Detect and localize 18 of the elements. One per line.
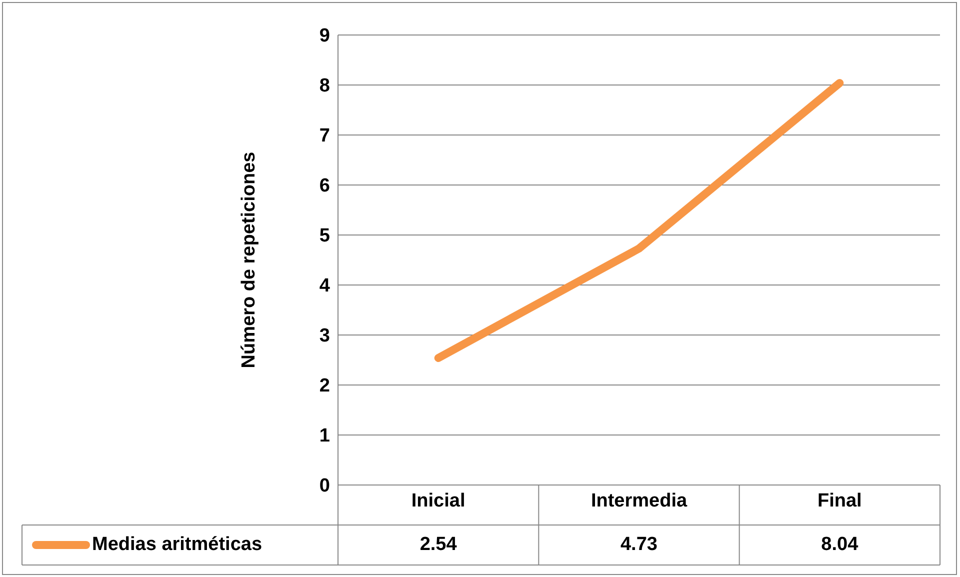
data-label: 4.73 [619,533,658,557]
y-tick-label: 0 [319,476,330,497]
y-tick-label: 5 [319,226,330,247]
y-tick-label: 3 [319,326,330,347]
y-tick-label: 6 [319,176,330,197]
data-label: 8.04 [820,533,860,557]
data-label: 2.54 [418,533,458,557]
y-axis-title: Número de repeticiones [238,152,260,368]
y-tick-label: 4 [319,276,330,297]
y-tick-label: 1 [319,426,330,447]
x-tick-label: Final [817,490,862,512]
y-tick-label: 8 [319,76,330,97]
legend-label: Medias aritméticas [92,534,262,556]
y-tick-label: 2 [319,376,330,397]
x-tick-label: Inicial [411,490,466,512]
y-tick-label: 9 [319,26,330,47]
x-tick-label: Intermedia [590,490,688,512]
y-tick-label: 7 [319,126,330,147]
